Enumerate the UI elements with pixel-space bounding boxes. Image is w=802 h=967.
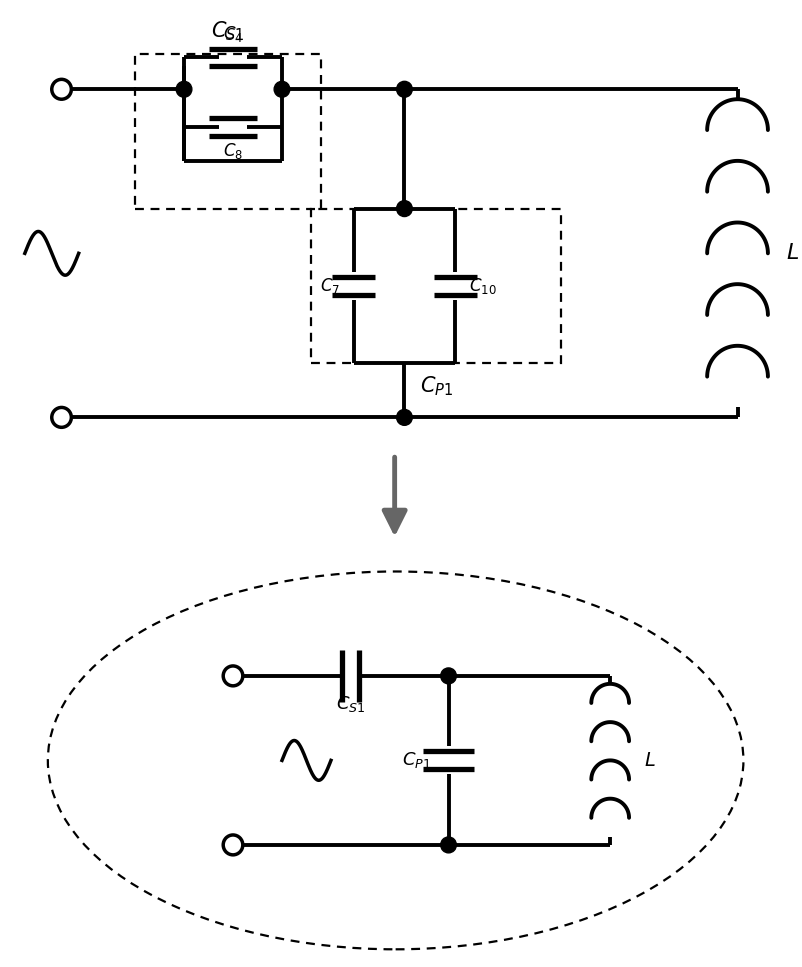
Text: $C_{S1}$: $C_{S1}$ xyxy=(336,693,365,714)
Circle shape xyxy=(440,837,456,853)
Text: $C_{P1}$: $C_{P1}$ xyxy=(402,750,431,771)
Circle shape xyxy=(274,81,290,98)
Text: $L$: $L$ xyxy=(785,244,799,263)
Text: $L$: $L$ xyxy=(644,751,655,770)
Text: $C_{10}$: $C_{10}$ xyxy=(469,276,496,296)
Circle shape xyxy=(397,81,412,98)
Circle shape xyxy=(397,200,412,217)
Text: $C_{S1}$: $C_{S1}$ xyxy=(211,19,245,43)
Text: $C_8$: $C_8$ xyxy=(223,141,243,161)
Text: $C_{P1}$: $C_{P1}$ xyxy=(419,374,453,398)
Circle shape xyxy=(176,81,192,98)
Text: $C_4$: $C_4$ xyxy=(223,23,243,44)
Circle shape xyxy=(397,409,412,425)
Bar xyxy=(311,209,561,363)
Circle shape xyxy=(440,668,456,684)
Bar xyxy=(135,54,321,209)
Text: $C_7$: $C_7$ xyxy=(320,276,340,296)
